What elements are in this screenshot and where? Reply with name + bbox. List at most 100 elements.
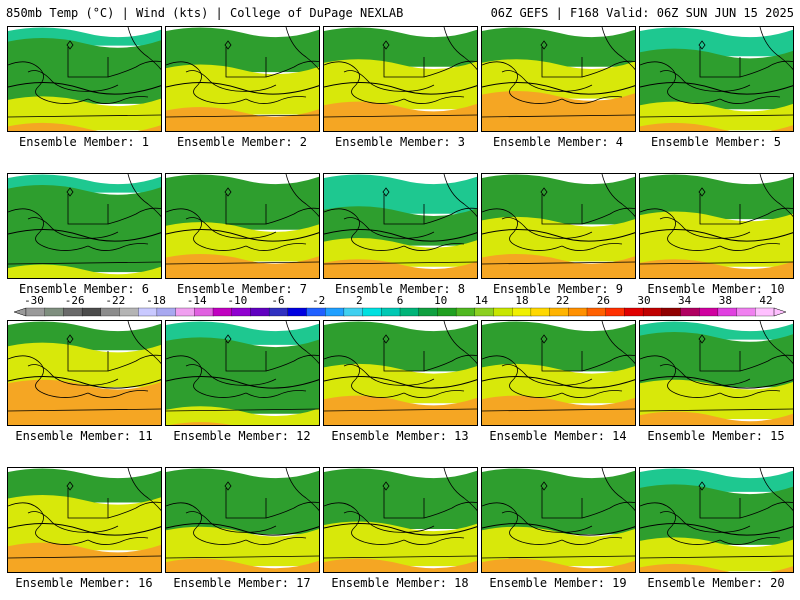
colorbar-swatch [530, 307, 551, 317]
state-boundaries [324, 174, 477, 265]
state-boundaries [640, 174, 793, 265]
colorbar-swatch [624, 307, 644, 317]
station-marker-icon [224, 40, 232, 50]
colorbar-tick-label: -26 [64, 294, 85, 307]
temperature-band-yellow [640, 537, 793, 572]
station-marker-icon [698, 481, 706, 491]
colorbar-swatch [231, 307, 252, 317]
temperature-band-orange [8, 122, 161, 131]
ensemble-member-map [323, 26, 478, 132]
state-boundaries [640, 468, 793, 559]
temperature-band-green [166, 468, 319, 535]
colorbar-swatch [194, 307, 214, 317]
state-boundaries [324, 468, 477, 559]
colorbar-swatch [212, 307, 233, 317]
temperature-band-green [8, 185, 161, 273]
colorbar-tick-label: -30 [24, 294, 44, 307]
colorbar-tick-label: 14 [474, 294, 488, 307]
state-boundaries [8, 321, 161, 412]
state-boundaries [166, 27, 319, 118]
temperature-band-green [166, 174, 319, 230]
ensemble-member-label: Ensemble Member: 14 [489, 429, 627, 443]
colorbar-right-arrow-icon [773, 307, 787, 317]
state-boundaries [166, 174, 319, 265]
colorbar-swatch [642, 307, 663, 317]
station-marker-icon [224, 187, 232, 197]
ensemble-member-map [639, 467, 794, 573]
colorbar-swatches [13, 307, 787, 317]
station-marker-icon [540, 40, 548, 50]
ensemble-member-label: Ensemble Member: 10 [647, 282, 785, 296]
state-boundaries [482, 468, 635, 559]
colorbar-swatch [250, 307, 270, 317]
isotherm-contour [640, 228, 793, 242]
temperature-band-yellow [324, 59, 477, 110]
isotherm-contour [8, 81, 161, 95]
ensemble-member-label: Ensemble Member: 18 [331, 576, 469, 590]
ensemble-member-label: Ensemble Member: 3 [334, 135, 466, 149]
temperature-band-orange [482, 91, 635, 131]
temperature-band-green [482, 174, 635, 225]
ensemble-member-map [481, 173, 636, 279]
isotherm-contour [324, 375, 477, 389]
temperature-band-orange [324, 259, 477, 278]
ensemble-member-label: Ensemble Member: 7 [176, 282, 308, 296]
temperature-band-orange [8, 379, 161, 425]
colorbar-tick-label: 18 [515, 294, 529, 307]
colorbar-swatch [268, 307, 289, 317]
ensemble-member-label: Ensemble Member: 2 [176, 135, 308, 149]
state-boundaries [8, 174, 161, 265]
colorbar-swatch [493, 307, 513, 317]
colorbar-swatch [381, 307, 401, 317]
temperature-band-yellow [8, 264, 161, 278]
colorbar-swatch [325, 307, 345, 317]
ensemble-member-label: Ensemble Member: 8 [334, 282, 466, 296]
isotherm-contour [166, 522, 319, 536]
station-marker-icon [66, 481, 74, 491]
temperature-band-green [166, 337, 319, 414]
station-marker-icon [224, 334, 232, 344]
temperature-band-green [8, 38, 161, 104]
ensemble-member-label: Ensemble Member: 1 [18, 135, 150, 149]
ensemble-member-map [481, 467, 636, 573]
colorbar-swatch [755, 307, 775, 317]
colorbar-tick-label: 6 [396, 294, 404, 307]
ensemble-member-map [323, 467, 478, 573]
map-title: 850mb Temp (°C) | Wind (kts) | College o… [6, 6, 404, 20]
temperature-band-green [482, 321, 635, 372]
colorbar-swatch [44, 307, 65, 317]
isotherm-contour [482, 81, 635, 95]
isotherm-contour [482, 522, 635, 536]
ensemble-member-map [7, 467, 162, 573]
state-boundaries [640, 321, 793, 412]
isotherm-contour [640, 522, 793, 536]
temperature-band-orange [166, 106, 319, 131]
state-boundaries [482, 27, 635, 118]
ensemble-member-map [7, 320, 162, 426]
state-boundaries [482, 321, 635, 412]
colorbar-swatch [138, 307, 158, 317]
colorbar-tick-label: 30 [637, 294, 651, 307]
colorbar-swatch [549, 307, 569, 317]
colorbar-tick-label: 34 [678, 294, 692, 307]
state-boundaries [324, 27, 477, 118]
colorbar-swatch [512, 307, 532, 317]
temperature-band-yellow [8, 494, 161, 551]
temperature-band-yellow [8, 96, 161, 131]
colorbar-tick-label: 10 [434, 294, 448, 307]
station-marker-icon [540, 187, 548, 197]
temperature-band-green [324, 206, 477, 246]
state-boundaries [8, 468, 161, 559]
temperature-band-green [324, 468, 477, 529]
temperature-band-green [166, 27, 319, 73]
colorbar-tick-label: -2 [312, 294, 326, 307]
station-marker-icon [698, 334, 706, 344]
colorbar-swatch [418, 307, 439, 317]
ensemble-member-label: Ensemble Member: 15 [647, 429, 785, 443]
colorbar-swatch [287, 307, 308, 317]
isotherm-contour [640, 375, 793, 389]
state-boundaries [482, 174, 635, 265]
ensemble-member-label: Ensemble Member: 19 [489, 576, 627, 590]
ensemble-member-map [165, 320, 320, 426]
ensemble-member-map [7, 173, 162, 279]
